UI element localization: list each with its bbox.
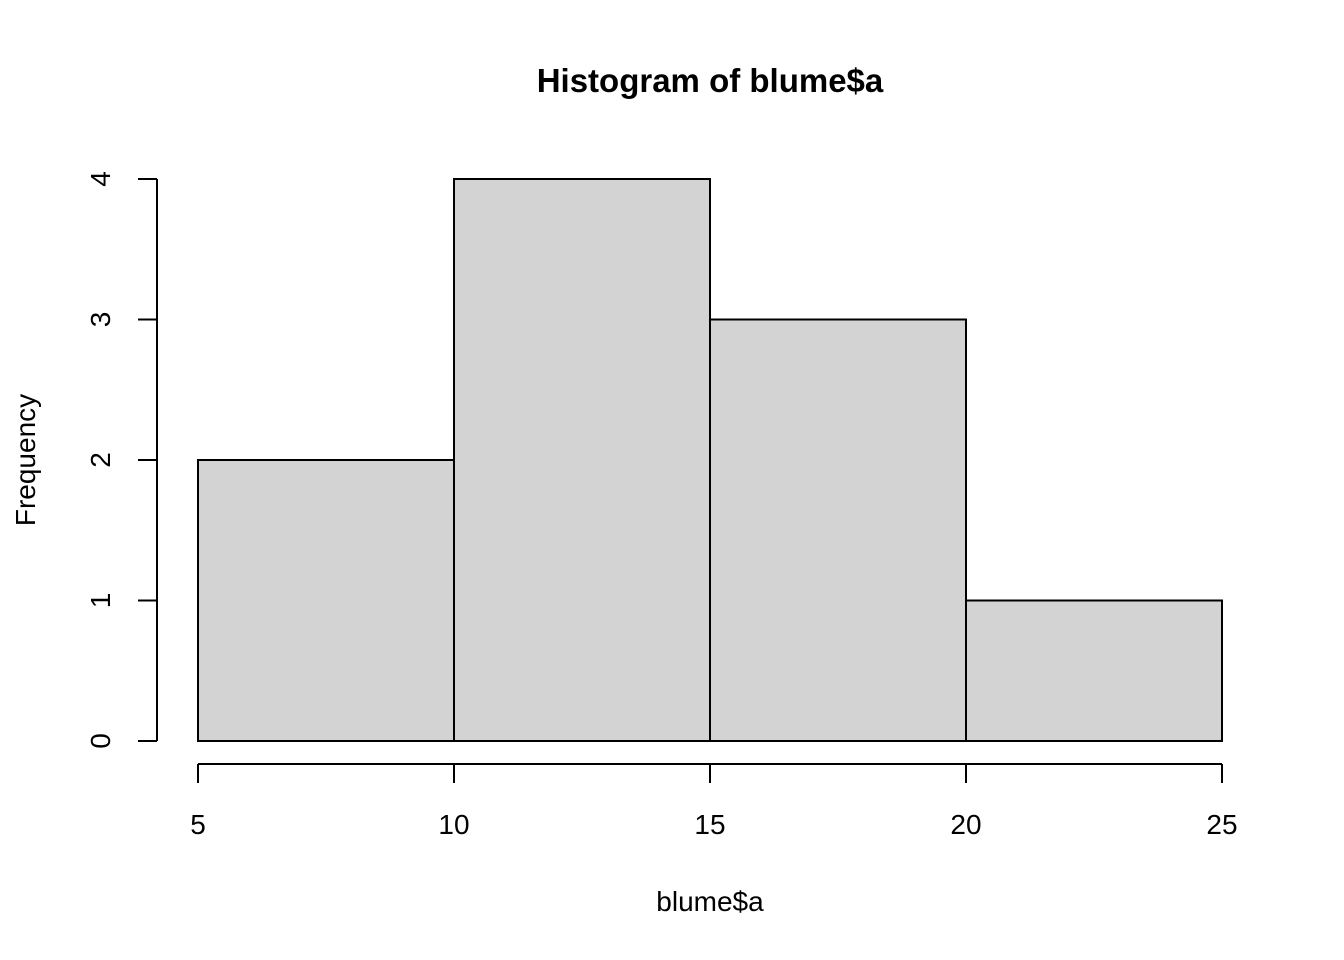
y-tick-label-0: 0 <box>85 733 116 749</box>
x-tick-label-10: 10 <box>438 809 469 840</box>
histogram-bar-1 <box>197 459 455 742</box>
x-axis: 5 10 15 20 25 <box>190 763 1238 840</box>
y-tick-label-1: 1 <box>85 593 116 609</box>
y-axis: 0 1 2 3 4 <box>85 171 158 749</box>
y-tick-label-4: 4 <box>85 171 116 187</box>
y-tick-label-3: 3 <box>85 312 116 328</box>
x-tick-label-25: 25 <box>1206 809 1237 840</box>
x-tick-label-5: 5 <box>190 809 206 840</box>
histogram-bar-4 <box>965 599 1223 742</box>
y-axis-label: Frequency <box>10 394 41 526</box>
chart-title: Histogram of blume$a <box>537 62 884 99</box>
x-tick-label-15: 15 <box>694 809 725 840</box>
histogram-bar-3 <box>709 318 967 742</box>
x-axis-label: blume$a <box>656 886 764 917</box>
y-tick-label-2: 2 <box>85 452 116 468</box>
histogram-bars <box>197 178 1223 742</box>
x-tick-label-20: 20 <box>950 809 981 840</box>
histogram-bar-2 <box>453 178 711 742</box>
